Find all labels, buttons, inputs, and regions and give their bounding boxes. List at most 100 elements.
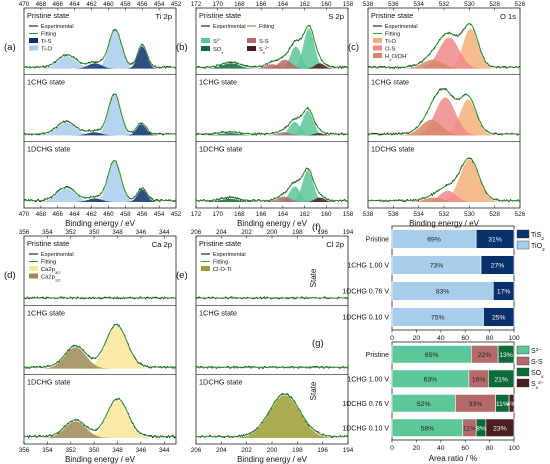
top-tick-label: 458 (120, 1, 131, 8)
legend-label: Ti-O (385, 39, 397, 45)
data-label: 16% (472, 376, 486, 383)
fitting-line (24, 159, 176, 202)
top-tick-label: 198 (292, 229, 303, 236)
legend-label: Ti-O (41, 47, 53, 53)
data-label: 63% (424, 376, 438, 383)
legend-swatch-tio2 (516, 240, 530, 250)
legend-label: Experimental (385, 24, 418, 30)
y-axis-label: State (309, 268, 318, 287)
element-label: S 2p (328, 12, 344, 21)
panel-letter: (g) (312, 338, 324, 349)
element-label: O 1s (500, 12, 516, 21)
legend-swatch-h2o-oh (373, 53, 382, 58)
legend-label: S-S (259, 39, 269, 45)
top-tick-label: 526 (515, 1, 526, 8)
top-tick-label: 350 (89, 229, 100, 236)
legend-swatch-s2 (201, 38, 210, 43)
top-tick-label: 468 (36, 1, 47, 8)
data-label: 69% (427, 237, 441, 244)
x-axis-label: Binding energy / eV (65, 219, 135, 228)
bottom-tick-label: 354 (42, 447, 53, 454)
top-tick-label: 344 (159, 229, 170, 236)
legend-swatch-o-s (373, 45, 382, 51)
top-tick-label: 158 (343, 1, 354, 8)
data-label: 4% (507, 401, 517, 408)
bottom-tick-label: 356 (19, 447, 30, 454)
bottom-tick-label: 536 (388, 211, 399, 218)
panel-f-bar: Pristine 69% 31% 1CHG 1.00 V 73% 27% 1DCHG 0.7… (309, 222, 545, 342)
tick-label: 0 (390, 445, 394, 452)
tick-label: 0 (390, 335, 394, 342)
top-tick-label: 530 (464, 1, 475, 8)
bottom-tick-label: 466 (53, 211, 64, 218)
category-label: Pristine (366, 352, 389, 359)
tick-label: 60 (461, 335, 469, 342)
panel-letter: (c) (348, 42, 359, 53)
peak-s-s (196, 64, 348, 69)
tick-label: 20 (413, 445, 421, 452)
top-tick-label: 538 (363, 1, 374, 8)
bar-tis2 (480, 255, 515, 275)
bottom-tick-label: 162 (299, 211, 310, 218)
fitting-line (24, 398, 176, 438)
state-label: 1DCHG state (199, 378, 242, 387)
fitting-line (24, 324, 176, 368)
legend-swatch-tis2 (516, 229, 530, 239)
legend-swatch-s-s (247, 38, 256, 43)
panel-letter: (b) (176, 42, 188, 53)
top-tick-label: 346 (136, 229, 147, 236)
state-label: 1CHG state (199, 308, 237, 317)
state-label: 1CHG state (199, 78, 237, 87)
peak-o-s (368, 37, 520, 69)
peak-sx2 (196, 63, 348, 69)
tick-label: 100 (508, 445, 520, 452)
data-label: 17% (497, 289, 511, 296)
element-label: Ti 2p (155, 12, 172, 21)
bottom-tick-label: 528 (489, 211, 500, 218)
bottom-tick-label: 452 (171, 211, 182, 218)
fitting-line (196, 25, 348, 68)
top-tick-label: 528 (489, 1, 500, 8)
top-tick-label: 470 (19, 1, 30, 8)
peak-s2 (196, 28, 348, 69)
top-tick-label: 466 (53, 1, 64, 8)
bottom-tick-label: 164 (278, 211, 289, 218)
peak-h2o-oh (368, 197, 520, 202)
x-axis-label: Binding energy / eV (237, 455, 307, 464)
x-axis-label: Binding energy / eV (409, 219, 479, 228)
legend-label: S2− (531, 347, 541, 356)
data-label: 31% (488, 237, 502, 244)
peak-ti-o (24, 161, 176, 202)
peak-sx2 (196, 197, 348, 202)
category-label: 1DCHG 0.10 V (342, 315, 389, 322)
experimental-line (23, 160, 177, 203)
peak-ca2p3-2 (24, 326, 176, 369)
legend-label: SOx (213, 47, 223, 55)
data-label: 23% (493, 425, 507, 432)
state-label: 1CHG state (27, 78, 65, 87)
top-tick-label: 452 (171, 1, 182, 8)
tick-label: 80 (486, 335, 494, 342)
top-tick-label: 196 (317, 229, 328, 236)
top-tick-label: 172 (191, 1, 202, 8)
top-tick-label: 200 (267, 229, 278, 236)
data-label: 11% (463, 425, 476, 432)
legend-label: Fitting (41, 32, 56, 38)
bottom-tick-label: 460 (103, 211, 114, 218)
bottom-tick-label: 166 (256, 211, 267, 218)
bottom-tick-label: 160 (321, 211, 332, 218)
bottom-tick-label: 172 (191, 211, 202, 218)
data-label: 27% (491, 263, 505, 270)
top-tick-label: 206 (191, 229, 202, 236)
panel-letter: (f) (312, 222, 321, 233)
peak-ti-s (24, 198, 176, 202)
data-label: 33% (469, 401, 483, 408)
legend-swatch-sox (201, 46, 210, 51)
top-tick-label: 536 (388, 1, 399, 8)
top-tick-label: 202 (241, 229, 252, 236)
state-label: 1CHG state (27, 308, 65, 317)
peak-ti-o (24, 188, 176, 202)
top-tick-label: 168 (234, 1, 245, 8)
legend-label: Ca2p1/2 (41, 275, 61, 283)
